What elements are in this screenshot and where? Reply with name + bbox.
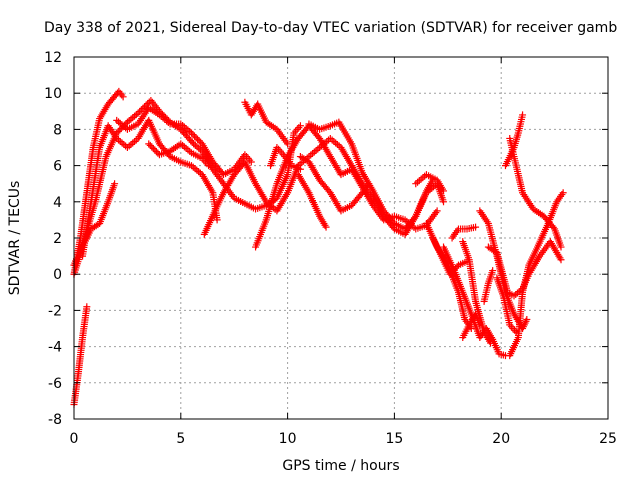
data-point [149, 145, 157, 153]
series-track-11 [267, 144, 304, 173]
y-tick-label: 4 [53, 195, 62, 211]
axis-ticks: 0 5 10 15 20 25 -8 -6 -4 -2 0 2 4 6 8 10 12 [44, 50, 617, 447]
x-axis-label: GPS time / hours [282, 458, 399, 474]
data-point [111, 180, 119, 188]
data-point [433, 207, 441, 215]
y-tick-label: -4 [48, 340, 62, 356]
data-point [519, 111, 527, 119]
data-point [139, 104, 147, 112]
series-track-12 [294, 171, 330, 231]
data-point [557, 243, 565, 251]
data-point [247, 158, 255, 166]
y-tick-label: -2 [48, 303, 62, 319]
data-point [187, 129, 195, 137]
data-point [322, 223, 330, 231]
y-tick-label: 8 [53, 122, 62, 138]
data-point [284, 140, 292, 148]
data-point [295, 124, 303, 132]
series-track-16 [422, 220, 475, 332]
series-track-1 [70, 303, 91, 409]
data-points [70, 87, 567, 409]
data-point [365, 180, 373, 188]
series-track-10 [252, 122, 441, 251]
data-point [523, 315, 531, 323]
series-track-15 [412, 171, 448, 195]
data-point [136, 108, 144, 116]
data-point [189, 131, 197, 139]
series-track-14 [296, 153, 373, 215]
data-point [440, 198, 448, 206]
data-point [205, 162, 213, 170]
data-point [192, 134, 200, 142]
data-point [148, 143, 156, 151]
series-track-19 [448, 223, 480, 242]
data-point [83, 303, 91, 311]
data-point [549, 223, 557, 231]
data-point [557, 256, 565, 264]
data-point [195, 137, 203, 145]
x-tick-label: 0 [70, 431, 79, 447]
chart-title: Day 338 of 2021, Sidereal Day-to-day VTE… [44, 20, 617, 36]
series-track-28 [480, 267, 497, 305]
data-point [152, 148, 160, 156]
data-point [213, 216, 221, 224]
data-point [296, 165, 304, 173]
x-tick-label: 20 [492, 431, 510, 447]
y-tick-label: -6 [48, 376, 62, 392]
series-track-25 [501, 111, 527, 170]
y-tick-label: 0 [53, 267, 62, 283]
series-track-9 [241, 98, 292, 148]
data-point [440, 187, 448, 195]
x-tick-label: 15 [385, 431, 403, 447]
y-tick-label: 10 [44, 86, 62, 102]
y-tick-label: -8 [48, 412, 62, 428]
series-track-27 [493, 274, 520, 336]
series-track-24 [506, 134, 565, 251]
data-point [410, 214, 418, 222]
series-track-7 [145, 140, 213, 170]
data-point [145, 140, 153, 148]
data-point [512, 328, 520, 336]
y-tick-label: 12 [44, 50, 62, 66]
data-point [489, 267, 497, 275]
data-point [559, 189, 567, 197]
data-point [137, 106, 145, 114]
y-tick-label: 6 [53, 159, 62, 175]
series-track-17 [429, 234, 471, 278]
data-point [293, 125, 301, 133]
data-point [188, 138, 196, 146]
data-point [476, 321, 484, 329]
x-tick-label: 5 [176, 431, 185, 447]
data-point [487, 339, 495, 347]
data-point [114, 127, 122, 135]
y-axis-label: SDTVAR / TECUs [7, 181, 23, 296]
y-tick-label: 2 [53, 231, 62, 247]
data-point [144, 100, 152, 108]
data-point [194, 135, 202, 143]
series-track-6 [113, 104, 255, 179]
x-tick-label: 25 [599, 431, 617, 447]
data-point [191, 132, 199, 140]
series-track-13 [305, 118, 437, 233]
data-point [509, 325, 517, 332]
data-point [296, 122, 304, 130]
data-point [119, 93, 127, 101]
data-point [134, 109, 142, 117]
series-track-26 [459, 310, 484, 342]
x-tick-label: 10 [279, 431, 297, 447]
data-point [116, 126, 124, 134]
data-point [472, 223, 480, 231]
data-point [151, 146, 159, 154]
data-point [146, 141, 154, 149]
